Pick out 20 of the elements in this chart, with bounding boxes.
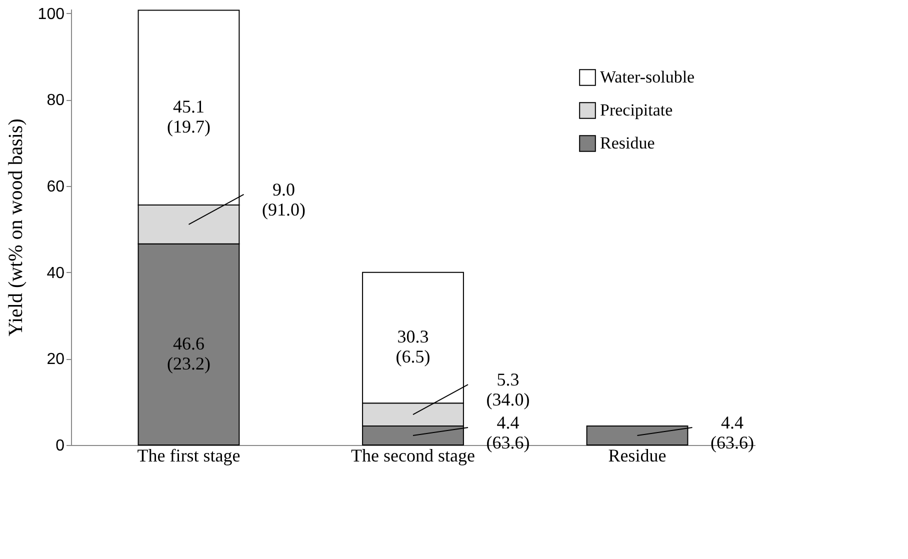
data-label: 5.3 (34.0) <box>486 370 530 410</box>
y-tick-label: 40 <box>46 264 65 282</box>
legend-label: Residue <box>600 134 655 152</box>
data-label: 46.6 (23.2) <box>166 333 210 374</box>
data-label: 4.4 (63.6) <box>710 412 754 453</box>
data-label: 30.3 (6.5) <box>396 326 430 367</box>
x-tick-label: The first stage <box>137 446 240 466</box>
y-axis-title: Yield (wt% on wood basis) <box>4 118 27 336</box>
y-tick-label: 100 <box>38 6 65 23</box>
x-tick-label: The second stage <box>351 446 475 466</box>
y-tick-label: 0 <box>56 438 65 454</box>
x-tick-label: Residue <box>608 446 666 466</box>
legend-label: Water-soluble <box>600 68 695 86</box>
data-label: 45.1 (19.7) <box>166 96 210 137</box>
y-tick-label: 80 <box>46 92 65 110</box>
legend-label: Precipitate <box>600 100 673 120</box>
data-label: 4.4 (63.6) <box>486 412 530 453</box>
y-tick-label: 60 <box>46 178 65 196</box>
data-label: 9.0 (91.0) <box>262 179 306 220</box>
y-tick-label: 20 <box>46 351 65 368</box>
